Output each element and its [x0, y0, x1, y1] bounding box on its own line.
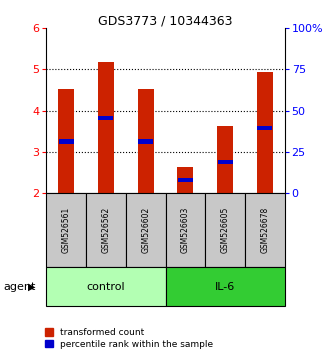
Bar: [217, 126, 233, 193]
FancyBboxPatch shape: [205, 193, 245, 267]
Text: GSM526603: GSM526603: [181, 207, 190, 253]
Text: agent: agent: [3, 282, 36, 292]
Bar: [217, 160, 233, 164]
FancyBboxPatch shape: [86, 193, 126, 267]
Text: GSM526605: GSM526605: [220, 207, 230, 253]
FancyBboxPatch shape: [46, 267, 166, 306]
Text: GSM526561: GSM526561: [62, 207, 71, 253]
Text: IL-6: IL-6: [215, 282, 235, 292]
FancyBboxPatch shape: [166, 193, 205, 267]
Text: control: control: [87, 282, 125, 292]
FancyBboxPatch shape: [46, 193, 86, 267]
Text: GSM526678: GSM526678: [260, 207, 269, 253]
Bar: [138, 139, 153, 144]
Text: GSM526562: GSM526562: [101, 207, 111, 253]
Bar: [257, 72, 273, 193]
Title: GDS3773 / 10344363: GDS3773 / 10344363: [98, 14, 233, 27]
Bar: [59, 139, 74, 144]
Text: ▶: ▶: [28, 282, 36, 292]
Bar: [177, 167, 193, 193]
Bar: [98, 62, 114, 193]
Bar: [257, 126, 272, 130]
FancyBboxPatch shape: [245, 193, 285, 267]
Bar: [178, 178, 193, 182]
FancyBboxPatch shape: [126, 193, 166, 267]
Bar: [138, 89, 154, 193]
Legend: transformed count, percentile rank within the sample: transformed count, percentile rank withi…: [44, 327, 214, 349]
Bar: [58, 89, 74, 193]
FancyBboxPatch shape: [166, 267, 285, 306]
Text: GSM526602: GSM526602: [141, 207, 150, 253]
Bar: [98, 116, 114, 120]
